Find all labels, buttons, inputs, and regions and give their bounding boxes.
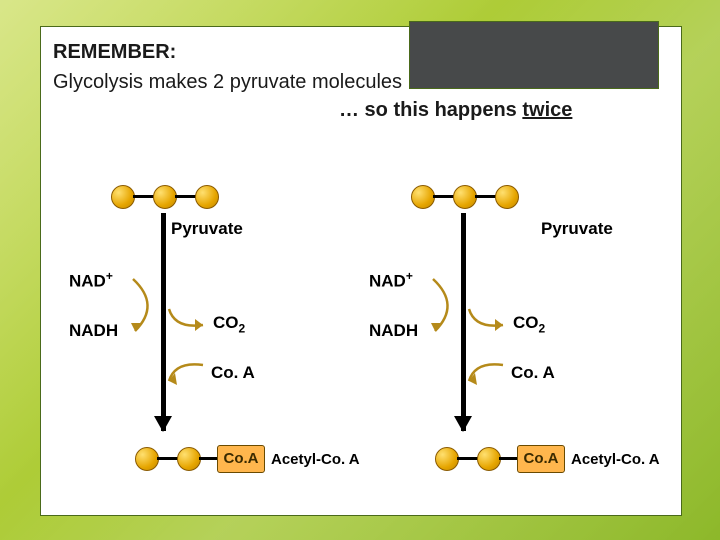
- bond: [175, 195, 197, 198]
- acetyl-ball: [177, 447, 201, 471]
- acetyl-ball: [477, 447, 501, 471]
- pyruvate-label-right: Pyruvate: [541, 219, 613, 239]
- nadh-left: NADH: [69, 321, 118, 341]
- acetyl-ball: [435, 447, 459, 471]
- line3-twice: twice: [522, 99, 572, 121]
- nad-curve-right: [431, 275, 465, 335]
- nad-plus-right: NAD+: [369, 269, 413, 292]
- title-box: [409, 21, 659, 89]
- line-2: Glycolysis makes 2 pyruvate molecules: [53, 71, 402, 94]
- bond: [499, 457, 517, 460]
- co2-curve-left: [167, 307, 207, 337]
- pyruvate-ball: [453, 185, 477, 209]
- coa-curve-left: [167, 353, 207, 383]
- coa-label-right: Co. A: [511, 363, 555, 383]
- line3-prefix: … so this happens: [339, 99, 522, 121]
- bond: [475, 195, 497, 198]
- nadh-right: NADH: [369, 321, 418, 341]
- coa-box-left: Co.A: [217, 445, 265, 473]
- pyruvate-ball: [111, 185, 135, 209]
- coa-label-left: Co. A: [211, 363, 255, 383]
- acetyl-label-left: Acetyl-Co. A: [271, 451, 360, 468]
- nad-plus-left: NAD+: [69, 269, 113, 292]
- acetyl-label-right: Acetyl-Co. A: [571, 451, 660, 468]
- pyruvate-label-left: Pyruvate: [171, 219, 243, 239]
- bond: [199, 457, 217, 460]
- pyruvate-ball: [411, 185, 435, 209]
- bond: [433, 195, 455, 198]
- co2-left: CO2: [213, 313, 245, 335]
- bond: [457, 457, 479, 460]
- content-card: REMEMBER: Glycolysis makes 2 pyruvate mo…: [40, 26, 682, 516]
- line-3: … so this happens twice: [339, 99, 572, 122]
- acetyl-ball: [135, 447, 159, 471]
- pyruvate-ball: [153, 185, 177, 209]
- bond: [157, 457, 179, 460]
- pyruvate-ball: [495, 185, 519, 209]
- remember-heading: REMEMBER:: [53, 41, 176, 64]
- slide-background: REMEMBER: Glycolysis makes 2 pyruvate mo…: [0, 0, 720, 540]
- co2-curve-right: [467, 307, 507, 337]
- bond: [133, 195, 155, 198]
- nad-curve-left: [131, 275, 165, 335]
- coa-curve-right: [467, 353, 507, 383]
- co2-right: CO2: [513, 313, 545, 335]
- coa-box-right: Co.A: [517, 445, 565, 473]
- pyruvate-ball: [195, 185, 219, 209]
